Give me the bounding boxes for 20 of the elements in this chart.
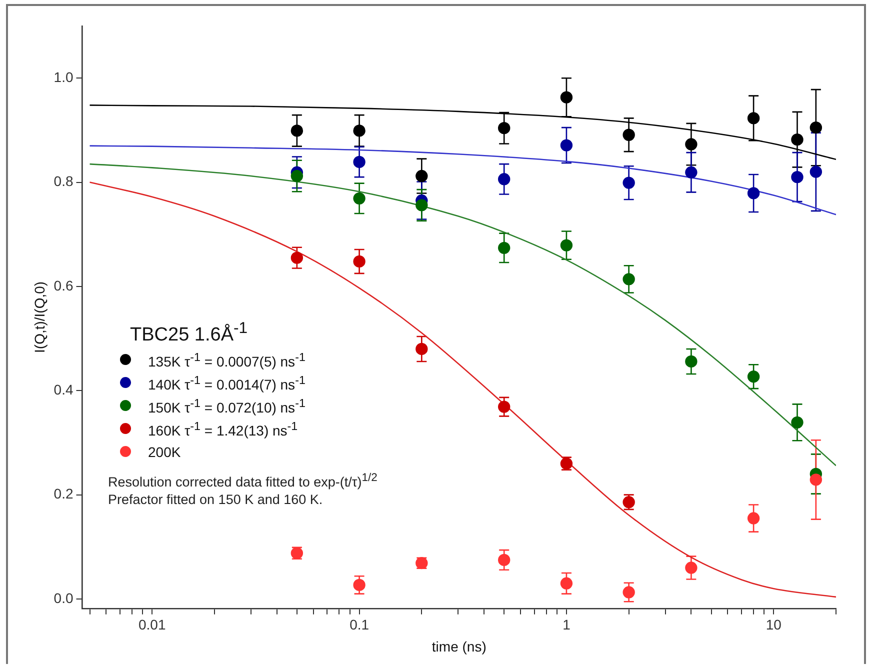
x-tick-label: 0.1 xyxy=(350,616,370,633)
legend-label: 135K τ$^{-1}$ = 0.0007(5) ns$^{-1}$ xyxy=(148,350,306,370)
y-tick-label: 0.2 xyxy=(54,486,74,502)
legend-label: 200K xyxy=(148,444,181,460)
y-tick-label: 0.4 xyxy=(54,382,74,398)
x-tick-label: 0.01 xyxy=(138,616,166,633)
legend-title: TBC25 1.6Å$^{-1}$ xyxy=(130,320,249,346)
y-tick-label: 0.8 xyxy=(54,173,74,190)
y-axis-title: I(Q,t)/I(Q,0) xyxy=(31,281,48,353)
y-tick-label: 0.6 xyxy=(54,277,74,294)
y-tick-label: 0.0 xyxy=(54,590,74,606)
annotation: Prefactor fitted on 150 K and 160 K. xyxy=(108,490,324,508)
legend-label: 140K τ$^{-1}$ = 0.0014(7) ns$^{-1}$ xyxy=(148,374,306,392)
y-tick-label: 1.0 xyxy=(54,68,74,85)
legend-label: 160K τ$^{-1}$ = 1.42(13) ns$^{-1}$ xyxy=(148,420,298,438)
annotation: Resolution corrected data fitted to exp-(t/τ)$^{1/2}$ xyxy=(108,471,378,490)
x-tick-label: 10 xyxy=(766,616,782,633)
x-axis-title: time (ns) xyxy=(432,638,486,654)
legend-label: 150K τ$^{-1}$ = 0.072(10) ns$^{-1}$ xyxy=(148,396,306,416)
x-tick-label: 1 xyxy=(562,616,571,633)
